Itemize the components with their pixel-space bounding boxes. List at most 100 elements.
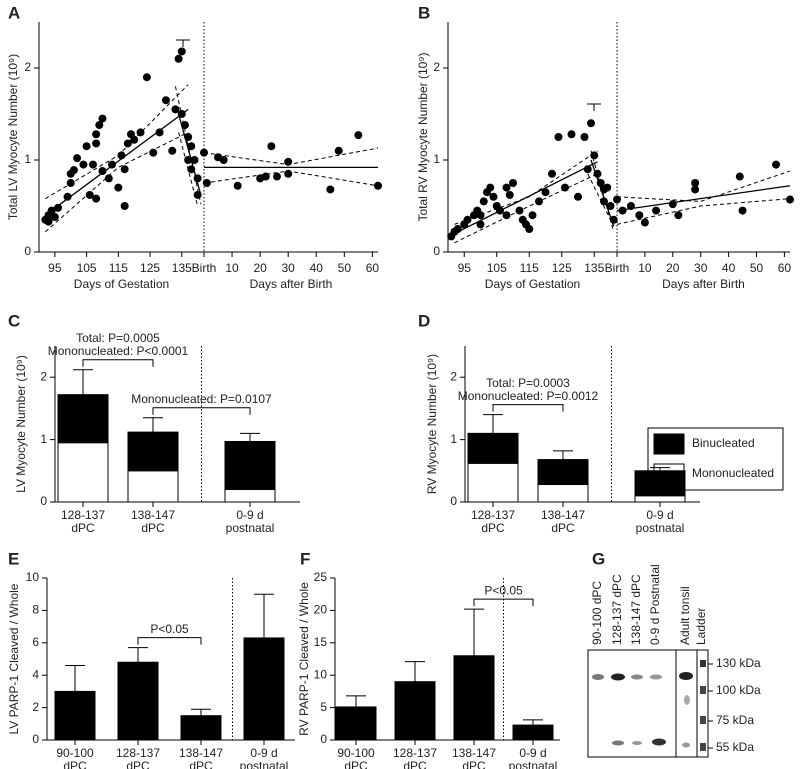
annotation: P<0.05	[150, 622, 189, 636]
data-point	[541, 188, 550, 197]
data-point	[587, 119, 595, 128]
data-point	[525, 225, 534, 233]
bar	[180, 715, 222, 741]
y-tick-label: 20	[314, 603, 328, 617]
x-tick-label: dPC	[126, 759, 150, 769]
x-tick-label: 95	[48, 261, 62, 275]
x-axis-title: Days of Gestation	[74, 277, 169, 291]
fit-line	[616, 185, 791, 212]
x-tick-label: 138-147	[452, 746, 496, 760]
y-axis-title: RV Myocyte Number (10⁹)	[425, 354, 439, 494]
annotation: Mononucleated: P=0.0107	[131, 392, 272, 406]
data-point	[738, 206, 747, 215]
data-point	[272, 172, 281, 181]
significance-bracket	[82, 359, 154, 367]
panel-label: F	[300, 549, 310, 568]
error-bar	[523, 719, 543, 726]
legend-swatch	[653, 433, 685, 455]
y-tick-label: 15	[314, 635, 328, 649]
x-tick-label: 138-147	[131, 508, 175, 522]
data-point	[535, 197, 543, 206]
x-tick-label: 10	[225, 261, 239, 275]
data-point	[98, 114, 107, 123]
y-axis-title: RV PARP-1 Cleaved / Whole	[297, 582, 311, 736]
data-point	[193, 174, 202, 183]
marker-label: 100 kDa	[716, 683, 761, 697]
bar	[335, 706, 377, 741]
error-bar	[65, 664, 85, 692]
data-point	[63, 192, 72, 201]
data-point	[334, 146, 343, 155]
x-tick-label: 0-9 d	[250, 746, 277, 760]
lane-label: Ladder	[694, 608, 708, 645]
data-point	[190, 156, 199, 164]
fit-line	[616, 198, 791, 225]
data-point	[95, 121, 104, 130]
data-point	[600, 197, 608, 206]
x-tick-label: postnatal	[226, 521, 275, 535]
data-point	[261, 172, 270, 181]
y-tick-label: 5	[320, 700, 327, 714]
data-point	[120, 202, 129, 210]
data-point	[136, 128, 145, 137]
bar	[243, 637, 285, 741]
data-point	[691, 179, 700, 187]
data-point	[674, 211, 683, 220]
y-tick-label: 8	[32, 603, 39, 617]
x-tick-label: dPC	[189, 759, 213, 769]
y-tick-label: 4	[32, 667, 39, 681]
x-tick-label: dPC	[63, 759, 87, 769]
lane-label: 90-100 dPC	[590, 581, 604, 645]
data-point	[567, 130, 576, 139]
data-point	[326, 185, 335, 194]
x-tick-label: 90-100	[337, 746, 375, 760]
data-point	[583, 165, 592, 174]
x-axis-title: Days after Birth	[250, 277, 333, 291]
marker-label: 55 kDa	[716, 740, 754, 754]
y-tick-label: 2	[40, 369, 47, 383]
bar	[634, 495, 686, 503]
y-axis-title: Total LV Myocyte Number (10⁹)	[6, 54, 20, 220]
data-point	[123, 139, 132, 148]
data-point	[284, 169, 293, 178]
legend-label: Mononucleated	[692, 466, 774, 480]
data-point	[130, 135, 139, 144]
data-point	[219, 156, 228, 164]
data-point	[354, 131, 363, 140]
data-point	[554, 133, 563, 141]
data-point	[618, 206, 627, 215]
x-tick-label: 115	[109, 261, 128, 275]
error-bar	[346, 695, 366, 707]
x-tick-label: dPC	[403, 759, 427, 769]
fit-line	[587, 173, 611, 221]
x-tick-label: 90-100	[56, 746, 94, 760]
marker-label: 130 kDa	[716, 656, 761, 670]
x-tick-label: 50	[338, 261, 352, 275]
x-tick-label: dPC	[344, 759, 368, 769]
data-point	[233, 181, 242, 190]
data-point	[267, 142, 276, 151]
x-tick-label: 125	[140, 261, 160, 275]
x-tick-label: 105	[487, 261, 507, 275]
data-point	[92, 130, 101, 139]
data-point	[284, 157, 293, 166]
x-tick-label: 128-137	[471, 508, 515, 522]
data-point	[603, 183, 612, 192]
significance-marker	[587, 103, 601, 111]
error-bar	[650, 467, 670, 471]
x-tick-label: 135	[584, 261, 604, 275]
x-tick-label: 60	[366, 261, 380, 275]
legend-label: Binucleated	[692, 436, 755, 450]
data-point	[155, 128, 164, 137]
lane-label: 0-9 d Postnatal	[648, 564, 662, 645]
x-tick-label: 20	[253, 261, 267, 275]
lane-label: 138-147 dPC	[629, 574, 643, 645]
data-point	[69, 166, 78, 175]
data-point	[117, 151, 126, 160]
data-point	[561, 183, 569, 192]
data-point	[142, 73, 151, 82]
x-tick-label: 128-137	[61, 508, 105, 522]
data-point	[668, 200, 677, 209]
